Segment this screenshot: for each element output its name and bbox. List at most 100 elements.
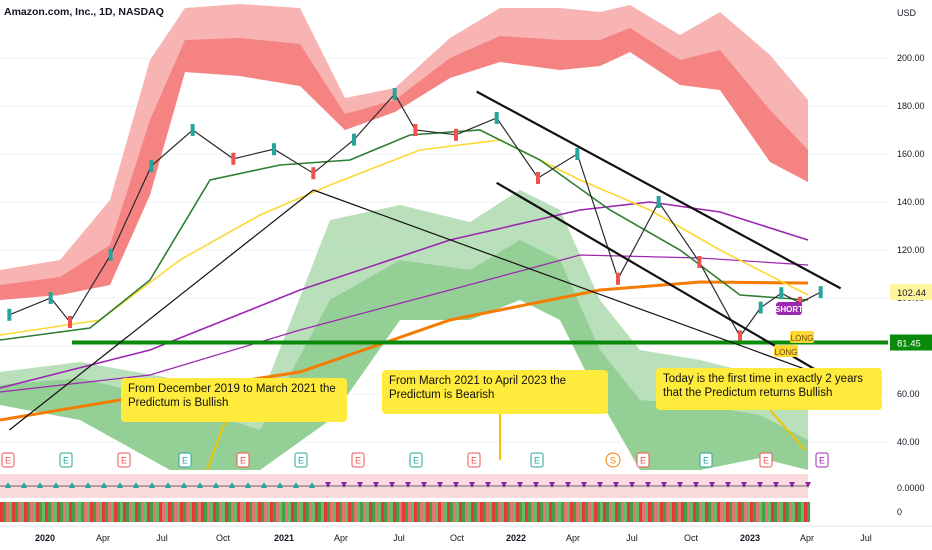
support-price-box (890, 334, 932, 351)
heat-bar (732, 502, 735, 522)
heat-bar (555, 502, 558, 522)
heat-bar (642, 502, 645, 522)
y-tick-label: 160.00 (897, 149, 925, 159)
heat-bar (543, 502, 546, 522)
heat-bar (39, 502, 42, 522)
heat-bar (339, 502, 342, 522)
heat-bar (396, 502, 399, 522)
heat-bar (576, 502, 579, 522)
earnings-letter: E (763, 456, 769, 466)
earnings-marker (236, 452, 250, 468)
heat-bar (123, 502, 126, 522)
split-marker (605, 452, 621, 468)
heat-bar (417, 502, 420, 522)
heat-bar (420, 502, 423, 522)
x-tick-label: Oct (684, 533, 699, 543)
heat-bar (726, 502, 729, 522)
signal-triangle (245, 482, 251, 488)
signal-triangle (293, 482, 299, 488)
heat-bar (165, 502, 168, 522)
signal-triangle (309, 482, 315, 488)
heat-bar (0, 502, 3, 522)
heat-bar (132, 502, 135, 522)
heat-bar (75, 502, 78, 522)
candle (190, 124, 195, 136)
heat-bar (522, 502, 525, 522)
signal-triangle (693, 482, 699, 488)
heat-bar (276, 502, 279, 522)
heat-bar (114, 502, 117, 522)
heat-bar (597, 502, 600, 522)
oscillator-value: 0.0000 (897, 483, 925, 493)
heat-bar (237, 502, 240, 522)
note-pointer (769, 409, 806, 451)
heat-bar (636, 502, 639, 522)
earnings-marker (1, 452, 15, 468)
heat-bar (462, 502, 465, 522)
heat-bar (465, 502, 468, 522)
heat-bar (435, 502, 438, 522)
y-tick-label: 40.00 (897, 437, 920, 447)
earnings-marker (636, 452, 650, 468)
signal-triangle (805, 482, 811, 488)
heat-bar (510, 502, 513, 522)
heat-bar (264, 502, 267, 522)
heat-bar (315, 502, 318, 522)
moving-average-2 (0, 201, 809, 389)
signal-triangle (373, 482, 379, 488)
heat-bar (405, 502, 408, 522)
signal-triangle (421, 482, 427, 488)
candle (779, 287, 784, 300)
signal-triangle (629, 482, 635, 488)
heat-bar (33, 502, 36, 522)
heat-bar (282, 502, 285, 522)
heat-bar (513, 502, 516, 522)
heat-bar (45, 502, 48, 522)
heat-bar (387, 502, 390, 522)
heat-bar (252, 502, 255, 522)
heat-bar (606, 502, 609, 522)
earnings-marker (530, 452, 544, 468)
heat-bar (342, 502, 345, 522)
heat-bar (696, 502, 699, 522)
heat-bar (633, 502, 636, 522)
heat-bar (150, 502, 153, 522)
heat-bar (312, 502, 315, 522)
heat-bar (306, 502, 309, 522)
heat-bar (519, 502, 522, 522)
heat-bar (492, 502, 495, 522)
heat-bar (222, 502, 225, 522)
signal-triangle (581, 482, 587, 488)
heat-bar (639, 502, 642, 522)
heat-bar (627, 502, 630, 522)
heat-bar (429, 502, 432, 522)
heat-bar (90, 502, 93, 522)
x-tick-label: Jul (393, 533, 405, 543)
heat-bar (747, 502, 750, 522)
heat-bar (261, 502, 264, 522)
heat-bar (801, 502, 804, 522)
heat-bar (360, 502, 363, 522)
heat-bar (81, 502, 84, 522)
heat-bar (249, 502, 252, 522)
earnings-letter: E (240, 456, 246, 466)
heat-bar (738, 502, 741, 522)
heat-bar (486, 502, 489, 522)
signal-triangle (485, 482, 491, 488)
candle (656, 196, 661, 208)
heat-bar (687, 502, 690, 522)
heat-bar (327, 502, 330, 522)
long-label-1: LONG (791, 334, 814, 343)
heat-bar (501, 502, 504, 522)
heat-bar (651, 502, 654, 522)
signal-triangle (357, 482, 363, 488)
heat-bar (288, 502, 291, 522)
signal-triangle (213, 482, 219, 488)
heat-bar (681, 502, 684, 522)
heat-bar (774, 502, 777, 522)
heat-bar (540, 502, 543, 522)
heat-bar (198, 502, 201, 522)
heat-bar (708, 502, 711, 522)
heat-bar (477, 502, 480, 522)
signal-triangle (37, 482, 43, 488)
